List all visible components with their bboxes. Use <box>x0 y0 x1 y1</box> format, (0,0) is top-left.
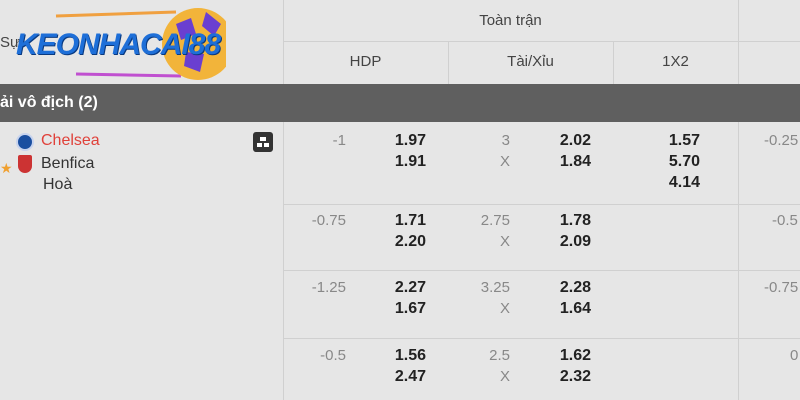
ou-line: 2.75 <box>480 212 510 229</box>
hdp-line: -0.75 <box>764 279 799 296</box>
divider <box>283 270 800 271</box>
ou-line: 2.5 <box>489 347 510 364</box>
divider <box>448 42 449 84</box>
odds-cell[interactable]: 1.71 <box>394 212 426 229</box>
col-1x2: 1X2 <box>662 53 689 70</box>
odds-cell[interactable]: 1.64 <box>559 300 591 317</box>
odds-cell[interactable]: 1.91 <box>394 153 426 170</box>
ou-x: X <box>499 153 510 170</box>
header-group: Toàn trận <box>479 12 542 29</box>
divider <box>283 204 800 205</box>
odds-cell[interactable]: 1.67 <box>394 300 426 317</box>
odds-cell[interactable]: 2.47 <box>394 368 426 385</box>
odds-cell[interactable]: 2.20 <box>394 233 426 250</box>
ou-x: X <box>499 300 510 317</box>
stats-icon[interactable] <box>253 132 273 152</box>
hdp-line: -0.5 <box>772 212 798 229</box>
odds-cell[interactable]: 2.27 <box>394 279 426 296</box>
ou-line: 3.25 <box>480 279 510 296</box>
odds-cell[interactable]: 2.09 <box>559 233 591 250</box>
away-team[interactable]: Benfica <box>41 155 95 172</box>
hdp-line: -0.75 <box>311 212 346 229</box>
odds-cell[interactable]: 1.78 <box>559 212 591 229</box>
odds-cell[interactable]: 1.62 <box>559 347 591 364</box>
odds-cell[interactable]: 1.97 <box>394 132 426 149</box>
ou-line: 3 <box>501 132 510 149</box>
odds-cell[interactable]: 2.32 <box>559 368 591 385</box>
favorite-star-icon[interactable]: ★ <box>0 160 13 176</box>
logo-text: KEONHACAI88 <box>16 28 221 61</box>
divider <box>738 0 739 84</box>
odds-cell[interactable]: 1.56 <box>394 347 426 364</box>
col-tai-xiu: Tài/Xỉu <box>507 53 554 70</box>
league-name: ải vô địch (2) <box>0 94 98 111</box>
odds-cell[interactable]: 2.02 <box>559 132 591 149</box>
odds-cell[interactable]: 2.28 <box>559 279 591 296</box>
logo-prefix: Sự <box>0 34 21 51</box>
divider <box>283 338 800 339</box>
draw-label: Hoà <box>43 176 73 193</box>
ou-x: X <box>499 233 510 250</box>
odds-cell[interactable]: 1.84 <box>559 153 591 170</box>
hdp-line: -0.25 <box>764 132 799 149</box>
divider <box>738 122 739 400</box>
logo: KEONHACAI88 <box>16 4 234 84</box>
odds-cell[interactable]: 1.57 <box>668 132 700 149</box>
benfica-crest-icon <box>18 155 32 173</box>
home-team[interactable]: Chelsea <box>41 132 100 149</box>
hdp-line: 0 <box>790 347 799 364</box>
league-header[interactable]: ải vô địch (2) <box>0 84 800 122</box>
odds-cell[interactable]: 5.70 <box>668 153 700 170</box>
divider <box>283 41 800 42</box>
odds-cell[interactable]: 4.14 <box>668 174 700 191</box>
hdp-line: -1.25 <box>311 279 346 296</box>
ou-x: X <box>499 368 510 385</box>
divider <box>283 122 284 400</box>
soccer-ball-icon <box>55 8 234 80</box>
hdp-line: -0.5 <box>320 347 346 364</box>
divider <box>283 0 284 84</box>
chelsea-crest-icon <box>16 133 34 151</box>
hdp-line: -1 <box>332 132 346 149</box>
col-hdp: HDP <box>349 53 382 70</box>
divider <box>613 42 614 84</box>
